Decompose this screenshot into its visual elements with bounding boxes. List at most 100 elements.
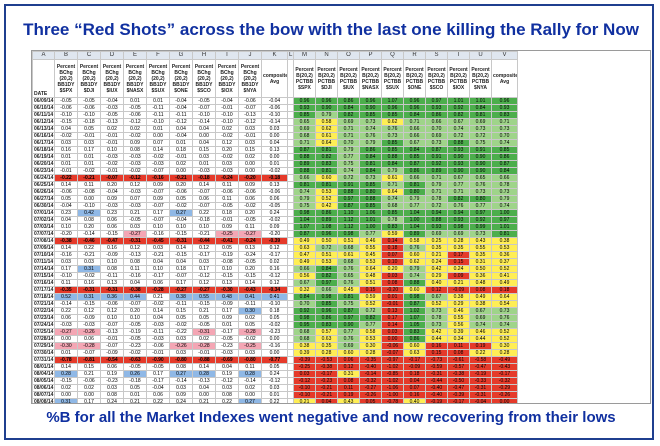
percent-b-cell: 0.66 (403, 125, 426, 133)
bchg-cell: 0.04 (169, 258, 193, 266)
column-letter: M (293, 51, 316, 60)
percent-b-cell: 0.85 (359, 202, 382, 210)
percent-b-cell: 0.77 (403, 202, 426, 210)
percent-b-cell: 0.05 (359, 398, 382, 403)
bchg-cell: -0.02 (146, 153, 170, 161)
percent-b-cell: 0.69 (337, 342, 360, 350)
bchg-cell: 0.04 (192, 384, 216, 392)
percent-b-cell: 0.89 (293, 160, 316, 168)
percent-b-cell: 0.52 (491, 265, 518, 273)
percent-b-cell: 0.28 (359, 349, 382, 357)
bchg-cell: 0.06 (100, 363, 124, 371)
percent-b-cell: 0.72 (337, 174, 360, 182)
table-row: 07/10/14 -0.16 -0.21 -0.09 -0.13 -0.21 -0.15 -0… (32, 251, 518, 259)
bchg-cell: -0.45 (146, 237, 170, 245)
bchg-cell: 0.11 (123, 265, 147, 273)
percent-b-cell: 0.97 (425, 97, 448, 105)
date-cell: 06/23/14 (32, 167, 55, 175)
bchg-cell: 0.02 (77, 384, 101, 392)
bchg-cell: -0.16 (146, 230, 170, 238)
bchg-cell: -0.17 (192, 251, 216, 259)
bchg-cell: 0.04 (123, 279, 147, 287)
bchg-cell: -0.27 (192, 286, 216, 294)
percent-b-cell: 0.75 (337, 160, 360, 168)
percent-b-cell: 0.76 (381, 125, 404, 133)
percent-b-cell: 0.66 (315, 286, 338, 294)
bchg-cell: -0.12 (261, 272, 288, 280)
bchg-cell: 0.10 (100, 258, 124, 266)
percent-b-cell: 0.56 (447, 321, 470, 329)
percent-b-cell: 0.55 (447, 314, 470, 322)
percent-b-cell: 0.71 (403, 118, 426, 126)
date-cell: 07/03/14 (32, 223, 55, 231)
percent-b-cell: 0.76 (359, 132, 382, 140)
bchg-cell: 0.02 (238, 314, 262, 322)
bchg-cell: -0.12 (261, 377, 288, 385)
table-row: 06/24/14 -0.22 -0.21 -0.07 -0.12 -0.16 -0.21 -0… (32, 174, 518, 182)
percent-b-cell: 0.48 (359, 272, 382, 280)
percent-b-cell: 0.39 (447, 328, 470, 336)
percent-b-cell: 1.01 (491, 223, 518, 231)
bchg-cell: -0.03 (146, 321, 170, 329)
bchg-cell: 0.01 (77, 160, 101, 168)
bchg-cell: 0.00 (169, 167, 193, 175)
percent-b-column-header: Percent B(20,2) PCTBB $IUX (337, 59, 360, 98)
bchg-cell: -0.12 (192, 272, 216, 280)
bchg-cell: -0.27 (123, 230, 147, 238)
percent-b-cell: -0.61 (447, 356, 470, 364)
bchg-cell: 0.13 (261, 146, 288, 154)
percent-b-cell: 0.78 (491, 181, 518, 189)
percent-b-cell: 0.39 (293, 349, 316, 357)
percent-b-cell: 0.62 (315, 125, 338, 133)
bchg-cell: -0.07 (100, 321, 124, 329)
bchg-cell: -0.10 (77, 111, 101, 119)
bchg-cell: -0.06 (238, 97, 262, 105)
bchg-cell: 0.09 (215, 223, 239, 231)
bchg-cell: -0.02 (238, 335, 262, 343)
percent-b-cell: 0.68 (337, 244, 360, 252)
percent-b-cell: 0.79 (337, 146, 360, 154)
bchg-cell: 0.00 (192, 391, 216, 399)
bchg-cell: -0.81 (77, 356, 101, 364)
bchg-cell: -0.15 (215, 272, 239, 280)
bchg-cell: -0.01 (100, 335, 124, 343)
percent-b-column-header: Percent B(20,2) PCTBB $SPX (293, 59, 316, 98)
percent-b-column-header: Percent B(20,2) PCTBB $SUX (381, 59, 404, 98)
bchg-cell: 0.00 (261, 335, 288, 343)
bchg-cell: 0.15 (77, 363, 101, 371)
bchg-cell: -0.23 (123, 342, 147, 350)
percent-b-cell: 0.53 (315, 188, 338, 196)
percent-b-cell: 0.87 (403, 160, 426, 168)
percent-b-cell: 0.86 (337, 97, 360, 105)
percent-b-cell: 1.07 (381, 97, 404, 105)
bchg-column-header: Percent BChg (20,2) BB1DY $IOX (215, 59, 239, 98)
percent-b-cell: 0.73 (425, 321, 448, 329)
bchg-cell: 0.03 (169, 384, 193, 392)
percent-b-cell: 0.67 (425, 293, 448, 301)
bchg-cell: -0.03 (123, 153, 147, 161)
percent-b-cell: 0.35 (469, 251, 492, 259)
percent-b-cell: 0.43 (337, 398, 360, 403)
percent-b-column-header: Percent B(20,2) PCTBB $SCO (425, 59, 448, 98)
percent-b-cell: 0.44 (425, 335, 448, 343)
bchg-cell: 0.10 (54, 223, 78, 231)
bchg-cell: 0.14 (146, 146, 170, 154)
bchg-cell: -0.10 (192, 111, 216, 119)
date-cell: 06/26/14 (32, 188, 55, 196)
percent-b-cell: 0.36 (491, 251, 518, 259)
bchg-cell: 0.08 (77, 216, 101, 224)
bchg-cell: -0.03 (215, 167, 239, 175)
percent-b-cell: 0.03 (381, 272, 404, 280)
bchg-cell: 0.14 (192, 181, 216, 189)
date-cell: 07/25/14 (32, 328, 55, 336)
percent-b-cell: -0.17 (403, 356, 426, 364)
percent-b-cell: 0.81 (315, 146, 338, 154)
percent-b-cell: 0.73 (491, 188, 518, 196)
percent-b-cell: 0.78 (425, 195, 448, 203)
bchg-cell: -0.04 (100, 97, 124, 105)
date-cell: 06/17/14 (32, 139, 55, 147)
percent-b-cell: 0.29 (425, 272, 448, 280)
bchg-cell: -0.30 (54, 342, 78, 350)
percent-b-cell: 0.65 (293, 118, 316, 126)
percent-b-cell: 0.46 (447, 307, 470, 315)
